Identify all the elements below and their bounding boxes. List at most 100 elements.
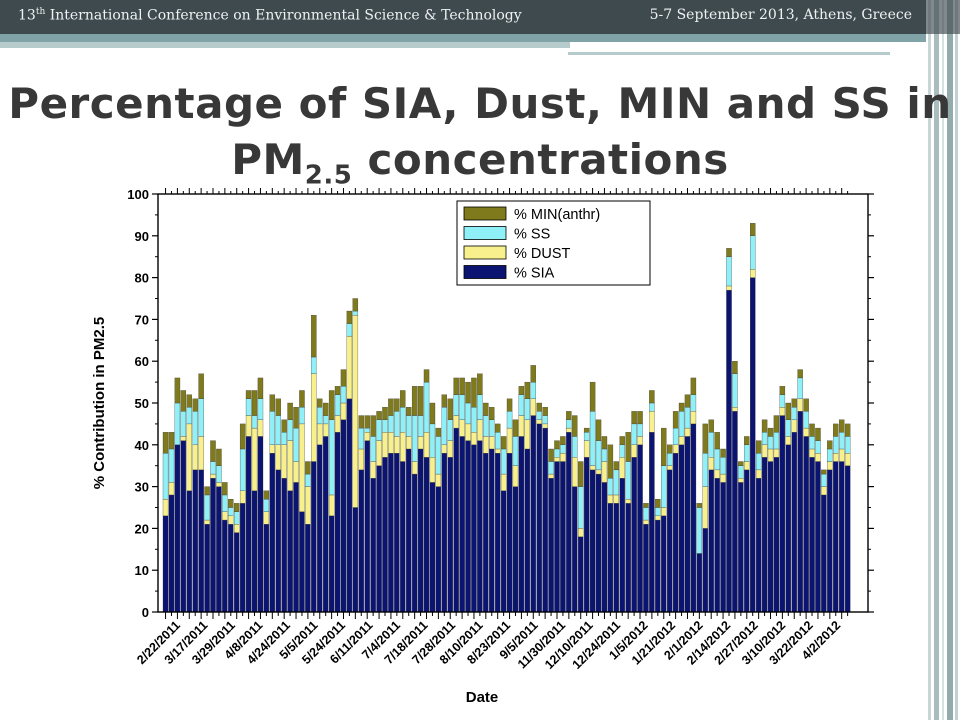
bar-ss [560, 444, 566, 454]
bar-ss [542, 415, 548, 425]
bar-dust [198, 436, 204, 471]
bar-ss [186, 407, 192, 425]
bar-ss [827, 448, 833, 462]
bar-ss [459, 394, 465, 420]
bar-dust [666, 465, 673, 471]
bar-min [293, 407, 299, 429]
bar-min [364, 415, 370, 429]
bar-sia [690, 423, 697, 613]
bar-ss [500, 448, 507, 475]
bar-ss [750, 235, 756, 270]
bar-ss [483, 415, 489, 437]
legend-label: % DUST [514, 246, 571, 262]
bar-ss [548, 461, 554, 475]
bar-dust [560, 453, 566, 462]
bar-ss [506, 411, 513, 429]
bar-sia [322, 436, 329, 613]
y-tick-label: 50 [135, 396, 149, 411]
bar-ss [530, 381, 536, 399]
bar-ss [494, 432, 501, 450]
bar-ss [174, 402, 181, 445]
decorative-stripes [926, 0, 960, 720]
bar-min [263, 490, 270, 500]
bar-min [666, 444, 673, 454]
bar-dust [750, 269, 756, 278]
bar-min [566, 411, 572, 420]
bar-sia [269, 453, 276, 613]
bar-dust [447, 440, 453, 458]
bar-ss [666, 453, 673, 466]
bar-dust [732, 407, 738, 412]
bar-dust [524, 419, 531, 450]
bar-dust [619, 457, 625, 479]
bar-ss [287, 419, 293, 441]
bar-min [595, 419, 602, 441]
bar-sia [732, 411, 738, 613]
bar-dust [228, 515, 234, 525]
bar-ss [744, 444, 750, 462]
bar-dust [554, 457, 560, 462]
bar-sia [672, 453, 679, 613]
bar-dust [275, 444, 281, 471]
bar-dust [815, 453, 821, 462]
bar-sia [572, 486, 578, 613]
bar-sia [500, 490, 507, 613]
bar-min [702, 423, 708, 454]
bar-ss [162, 453, 169, 500]
bar-dust [631, 444, 637, 458]
legend-label: % MIN(anthr) [514, 207, 600, 223]
bar-sia [708, 469, 714, 613]
bar-sia [429, 482, 436, 613]
bar-dust [821, 486, 827, 496]
bar-min [696, 503, 703, 508]
bar-dust [358, 448, 364, 471]
bar-sia [661, 515, 667, 613]
bar-dust [406, 436, 412, 450]
bar-dust [744, 461, 750, 471]
bar-min [406, 407, 412, 416]
decorative-band [568, 52, 890, 55]
bar-ss [708, 432, 714, 458]
legend: % MIN(anthr) % SS % DUST % SIA [456, 200, 651, 286]
bar-min [245, 390, 252, 399]
bar-min [400, 390, 406, 408]
bar-ss [578, 486, 584, 529]
bar-ss [583, 432, 590, 441]
bar-min [465, 381, 471, 404]
bar-sia [186, 490, 192, 613]
bar-min [168, 432, 175, 450]
bar-sia [382, 457, 388, 613]
bar-min [322, 402, 329, 416]
bar-sia [317, 444, 323, 613]
bar-min [690, 377, 697, 395]
bar-min [785, 402, 792, 420]
bar-min [844, 423, 851, 437]
bar-sia [506, 453, 513, 613]
bar-min [773, 415, 780, 433]
bar-min [204, 486, 210, 496]
bar-sia [245, 436, 252, 613]
bar-ss [394, 411, 400, 437]
bar-ss [732, 373, 738, 408]
bar-dust [720, 473, 726, 483]
bar-ss [613, 469, 620, 496]
bar-ss [180, 411, 187, 437]
bar-min [417, 386, 424, 416]
bar-ss [661, 465, 667, 508]
bar-dust [162, 498, 169, 517]
bar-dust [210, 473, 216, 479]
bar-ss [198, 398, 204, 437]
bar-min [447, 398, 453, 420]
bar-min [512, 419, 519, 437]
bar-sia [358, 469, 364, 613]
bar-min [548, 448, 554, 462]
bar-min [678, 402, 685, 412]
bar-min [726, 248, 732, 257]
bar-dust [838, 448, 845, 462]
bar-sia [168, 494, 175, 613]
bar-sia [589, 469, 596, 613]
bar-min [305, 461, 311, 475]
bar-min [672, 411, 679, 429]
bar-min [791, 398, 797, 408]
bar-min [281, 419, 287, 433]
